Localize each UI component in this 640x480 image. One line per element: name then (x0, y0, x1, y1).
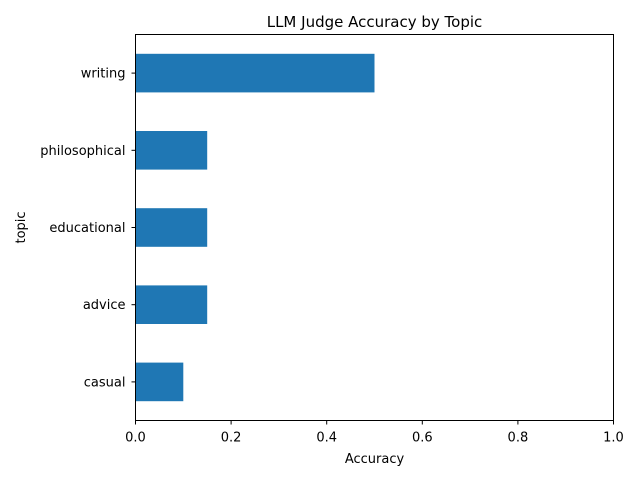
y-tick-label: casual (84, 375, 126, 390)
x-tick-label: 0.2 (221, 431, 242, 446)
x-axis-label: Accuracy (345, 452, 405, 467)
x-tick-label: 1.0 (603, 431, 624, 446)
bar-philosophical (135, 131, 208, 170)
y-tick-label: writing (81, 67, 126, 82)
x-axis-ticks: 0.0 0.2 0.4 0.6 0.8 1.0 (125, 420, 624, 446)
plot-frame (135, 34, 614, 421)
y-axis-ticks: writing philosophical educational advice cas… (40, 67, 136, 390)
y-axis-label: topic (14, 211, 29, 243)
bar-casual (135, 362, 184, 402)
bar-writing (135, 53, 375, 93)
x-tick-label: 0.4 (316, 431, 337, 446)
x-tick-label: 0.8 (508, 431, 529, 446)
chart-title: LLM Judge Accuracy by Topic (267, 13, 483, 31)
x-tick-label: 0.6 (412, 431, 433, 446)
bar-educational (135, 208, 208, 247)
y-tick-label: educational (49, 221, 125, 236)
bars (135, 53, 375, 402)
y-tick-label: advice (83, 298, 126, 313)
bar-advice (135, 285, 208, 324)
x-tick-label: 0.0 (125, 431, 146, 446)
y-tick-label: philosophical (40, 144, 125, 159)
